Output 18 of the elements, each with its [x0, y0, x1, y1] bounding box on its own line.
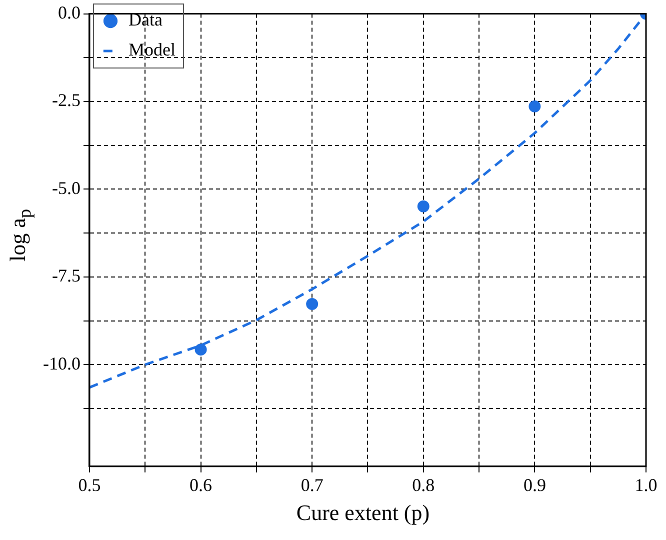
x-tick-label: 0.8 — [412, 474, 435, 495]
x-tick-label: 1.0 — [634, 474, 658, 495]
point — [306, 298, 318, 310]
x-tick-label: 0.5 — [78, 474, 101, 495]
y-tick-label: -2.5 — [52, 90, 80, 110]
y-tick-label: -7.5 — [52, 266, 80, 286]
x-tick-label: 0.6 — [190, 474, 212, 495]
legend-label: Data — [128, 10, 162, 30]
x-tick-label: 0.7 — [300, 474, 324, 495]
point — [194, 344, 207, 356]
x-tick-label: 0.9 — [523, 474, 546, 495]
y-tick-label: 0.0 — [58, 2, 80, 23]
legend-label: Model — [128, 40, 176, 60]
point — [417, 200, 430, 212]
y-tick-label: -10.0 — [42, 353, 80, 374]
y-tick-label: -5.0 — [52, 178, 80, 198]
x-axis-title: Cure extent (p) — [295, 500, 431, 526]
point — [528, 100, 541, 112]
